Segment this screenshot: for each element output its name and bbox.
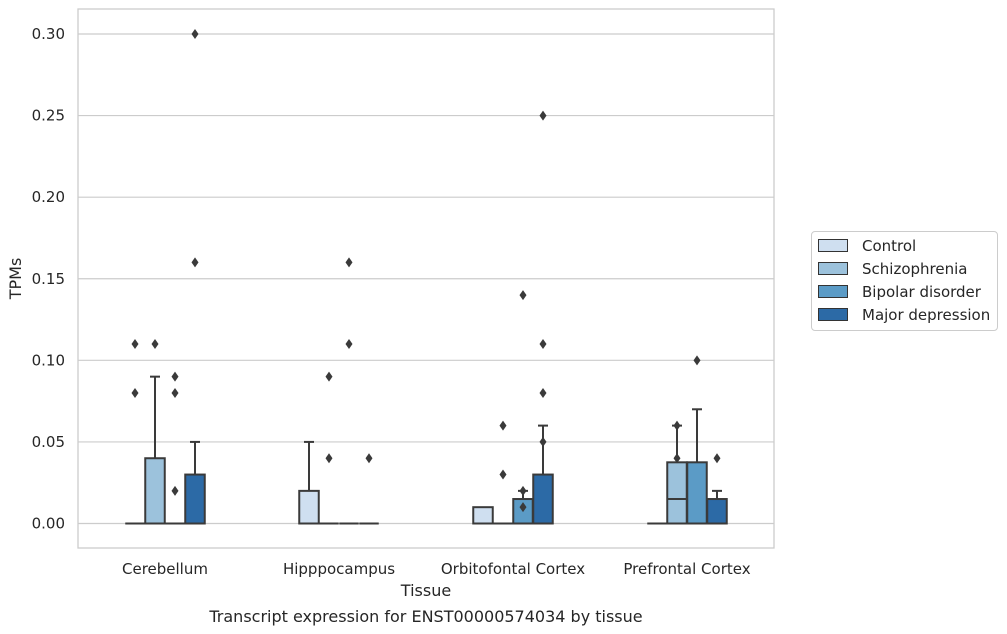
x-tick-label: Hipppocampus — [283, 560, 395, 578]
outlier-point — [365, 453, 373, 464]
legend-item: Major depression — [812, 303, 997, 326]
legend-label: Major depression — [862, 305, 991, 324]
y-tick-label: 0.25 — [32, 107, 65, 125]
outlier-point — [539, 339, 547, 350]
legend-item: Schizophrenia — [812, 257, 997, 280]
outlier-point — [519, 502, 527, 513]
outlier-point — [713, 453, 721, 464]
outlier-point — [539, 110, 547, 121]
box-body — [298, 489, 320, 525]
outlier-point — [693, 355, 701, 366]
box-2-0 — [165, 371, 185, 525]
y-tick-label: 0.20 — [32, 188, 65, 206]
box-1-2 — [493, 420, 513, 525]
box-3-1 — [359, 453, 379, 525]
y-axis-ticks: 0.00 0.05 0.10 0.15 0.20 0.25 0.30 — [32, 25, 65, 533]
box-0-0 — [125, 339, 145, 525]
box-body — [472, 506, 494, 525]
outlier-point — [131, 339, 139, 350]
outlier-point — [171, 371, 179, 382]
outlier-point — [171, 387, 179, 398]
legend-swatch — [818, 262, 848, 275]
legend-swatch — [818, 239, 848, 252]
outlier-point — [345, 257, 353, 268]
outlier-point — [499, 420, 507, 431]
gridlines — [78, 33, 774, 525]
box-body — [706, 498, 728, 525]
box-body — [184, 473, 206, 525]
outlier-point — [519, 485, 527, 496]
outlier-point — [131, 387, 139, 398]
x-tick-label: Prefrontal Cortex — [623, 560, 750, 578]
box-2-2 — [512, 290, 534, 525]
x-axis-label: Tissue — [400, 581, 451, 600]
box-0-2 — [472, 506, 494, 525]
x-axis-ticks: Cerebellum Hipppocampus Orbitofontal Corte… — [122, 560, 751, 578]
box-3-3 — [706, 453, 728, 525]
box-body — [686, 461, 708, 525]
outlier-point — [539, 436, 547, 447]
box-0-1 — [298, 440, 320, 525]
outlier-point — [191, 257, 199, 268]
chart-caption: Transcript expression for ENST0000057403… — [208, 607, 642, 626]
box-3-2 — [532, 110, 554, 525]
box-1-0 — [144, 339, 166, 525]
legend-item: Bipolar disorder — [812, 280, 997, 303]
outlier-point — [519, 290, 527, 301]
y-tick-label: 0.10 — [32, 351, 65, 369]
outlier-point — [539, 387, 547, 398]
legend-label: Schizophrenia — [862, 259, 968, 278]
box-1-3 — [666, 420, 688, 525]
legend-label: Bipolar disorder — [862, 282, 981, 301]
legend: Control Schizophrenia Bipolar disorder Majo… — [811, 231, 998, 331]
outlier-point — [171, 485, 179, 496]
legend-swatch — [818, 308, 848, 321]
outlier-point — [673, 453, 681, 464]
legend-swatch — [818, 285, 848, 298]
outlier-point — [499, 469, 507, 480]
outlier-point — [673, 420, 681, 431]
y-axis-label: TPMs — [6, 258, 25, 301]
box-2-1 — [339, 257, 359, 525]
plot-frame — [77, 8, 775, 549]
outlier-point — [345, 339, 353, 350]
box-body — [666, 461, 688, 525]
x-tick-label: Cerebellum — [122, 560, 208, 578]
legend-label: Control — [862, 236, 917, 255]
box-body — [532, 473, 554, 525]
outlier-point — [191, 29, 199, 39]
box-3-0 — [184, 29, 206, 525]
outlier-point — [325, 453, 333, 464]
box-2-3 — [686, 355, 708, 525]
box-body — [144, 457, 166, 525]
legend-item: Control — [812, 234, 997, 257]
y-tick-label: 0.00 — [32, 515, 65, 533]
x-tick-label: Orbitofontal Cortex — [441, 560, 585, 578]
outlier-point — [325, 371, 333, 382]
y-tick-label: 0.15 — [32, 270, 65, 288]
box-1-1 — [319, 371, 339, 525]
outlier-point — [151, 339, 159, 350]
boxes — [125, 29, 728, 525]
y-tick-label: 0.05 — [32, 433, 65, 451]
y-tick-label: 0.30 — [32, 25, 65, 43]
